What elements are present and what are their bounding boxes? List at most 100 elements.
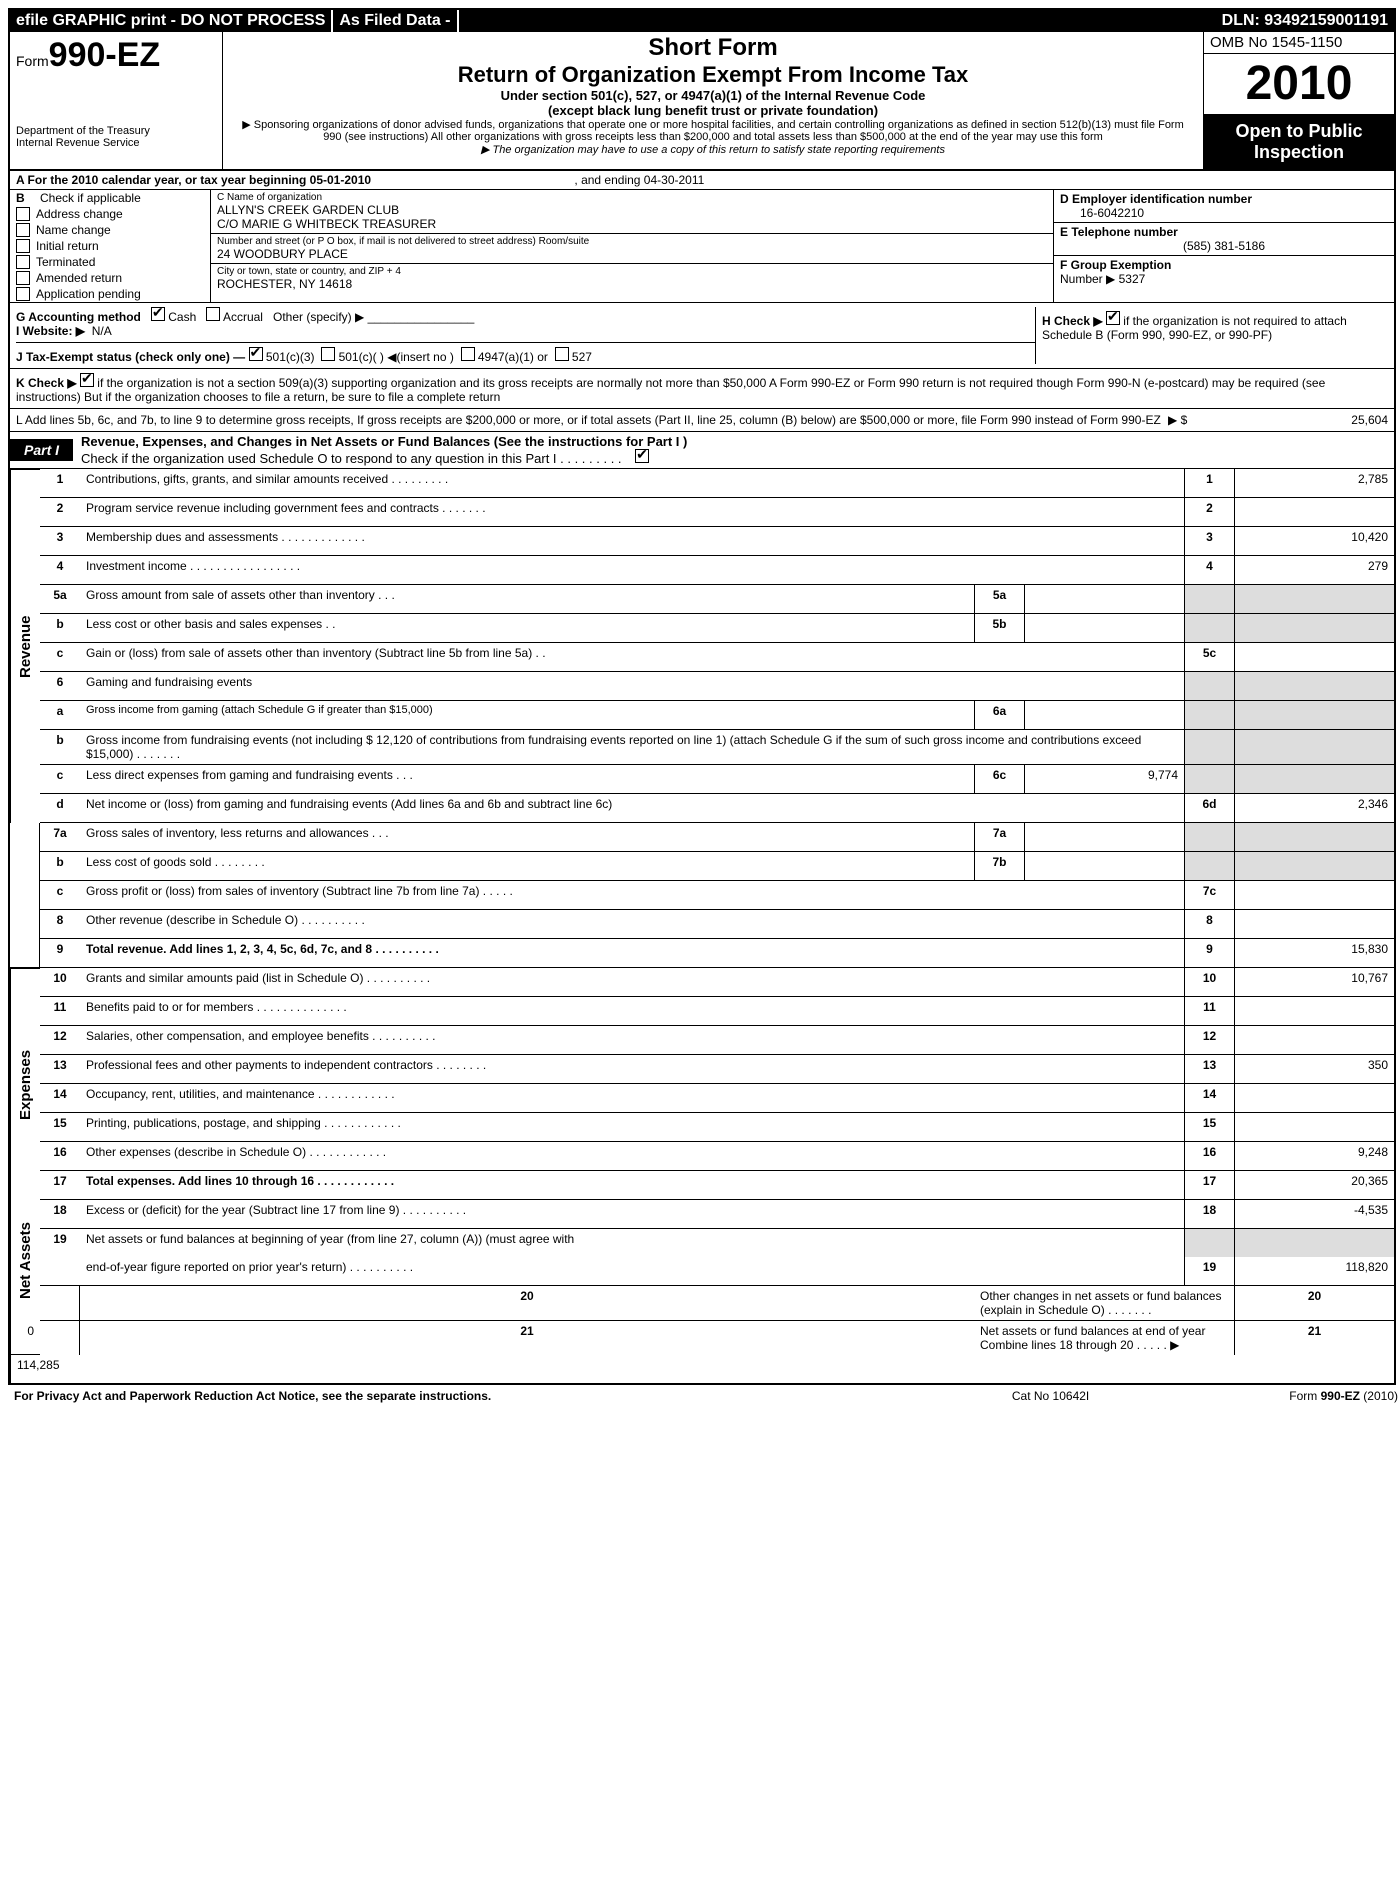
- desc-15: Printing, publications, postage, and shi…: [80, 1113, 1184, 1142]
- desc-6d: Net income or (loss) from gaming and fun…: [80, 794, 1184, 823]
- side-na-cont2: [40, 1321, 80, 1355]
- box-3: 3: [1184, 527, 1234, 556]
- box-20: 20: [1234, 1286, 1394, 1321]
- desc-3: Membership dues and assessments . . . . …: [80, 527, 1184, 556]
- desc-14: Occupancy, rent, utilities, and maintena…: [80, 1084, 1184, 1113]
- note-1: ▶ Sponsoring organizations of donor advi…: [233, 118, 1193, 143]
- lbl-other: Other (specify) ▶: [273, 310, 364, 324]
- group-exemption: 5327: [1119, 272, 1146, 286]
- agency-1: Department of the Treasury: [16, 125, 216, 137]
- topbar: efile GRAPHIC print - DO NOT PROCESS As …: [10, 10, 1394, 32]
- part-1-check: Check if the organization used Schedule …: [81, 451, 622, 466]
- box-13: 13: [1184, 1055, 1234, 1084]
- val-3: 10,420: [1234, 527, 1394, 556]
- box-7a: 7a: [974, 823, 1024, 852]
- ln-6b: b: [40, 730, 80, 765]
- cb-501c[interactable]: [321, 347, 335, 361]
- lbl-527: 527: [572, 350, 592, 364]
- col-b-mid: C Name of organization ALLYN'S CREEK GAR…: [211, 190, 1053, 302]
- desc-9: Total revenue. Add lines 1, 2, 3, 4, 5c,…: [86, 942, 439, 956]
- lbl-address: Address change: [36, 207, 123, 221]
- box-12: 12: [1184, 1026, 1234, 1055]
- lbl-accrual: Accrual: [223, 310, 263, 324]
- box-2: 2: [1184, 498, 1234, 527]
- desc-17: Total expenses. Add lines 10 through 16 …: [86, 1174, 394, 1188]
- d-label: D Employer identification number: [1060, 192, 1252, 206]
- cb-cash[interactable]: [151, 307, 165, 321]
- form-title: Return of Organization Exempt From Incom…: [233, 62, 1193, 88]
- h-text: H Check ▶: [1042, 314, 1103, 328]
- shade-19: [1184, 1229, 1234, 1257]
- box-5b: 5b: [974, 614, 1024, 643]
- cb-name[interactable]: [16, 223, 30, 237]
- val-15: [1234, 1113, 1394, 1142]
- cb-terminated[interactable]: [16, 255, 30, 269]
- j-label: J Tax-Exempt status (check only one) —: [16, 350, 245, 364]
- shade-6b-v: [1234, 730, 1394, 765]
- box-8: 8: [1184, 910, 1234, 939]
- f-label: F Group Exemption: [1060, 258, 1171, 272]
- box-5c: 5c: [1184, 643, 1234, 672]
- val-7a: [1024, 823, 1184, 852]
- val-14: [1234, 1084, 1394, 1113]
- section-b: B Check if applicable Address change Nam…: [10, 190, 1394, 303]
- org-city: ROCHESTER, NY 14618: [217, 277, 1047, 291]
- cb-h[interactable]: [1106, 311, 1120, 325]
- desc-5b: Less cost or other basis and sales expen…: [80, 614, 974, 643]
- box-7b: 7b: [974, 852, 1024, 881]
- l-arrow: ▶ $: [1168, 413, 1228, 427]
- ln-17: 17: [40, 1171, 80, 1200]
- val-6a: [1024, 701, 1184, 730]
- cb-501c3[interactable]: [249, 347, 263, 361]
- cb-4947[interactable]: [461, 347, 475, 361]
- desc-6: Gaming and fundraising events: [80, 672, 1184, 701]
- ln-7a: 7a: [40, 823, 80, 852]
- desc-1: Contributions, gifts, grants, and simila…: [80, 469, 1184, 498]
- ln-7b: b: [40, 852, 80, 881]
- ln-5a: 5a: [40, 585, 80, 614]
- side-rev-cont: [10, 823, 40, 968]
- desc-2: Program service revenue including govern…: [80, 498, 1184, 527]
- footer-left: For Privacy Act and Paperwork Reduction …: [14, 1389, 1012, 1403]
- form-no: 990-EZ: [49, 36, 161, 74]
- cb-initial[interactable]: [16, 239, 30, 253]
- shade-7b: [1184, 852, 1234, 881]
- lbl-amended: Amended return: [36, 271, 122, 285]
- cb-k[interactable]: [80, 373, 94, 387]
- footer-right: Form 990-EZ (2010): [1289, 1389, 1398, 1403]
- val-6c: 9,774: [1024, 765, 1184, 794]
- phone: (585) 381-5186: [1060, 239, 1388, 253]
- e-label: E Telephone number: [1060, 225, 1178, 239]
- cb-527[interactable]: [555, 347, 569, 361]
- val-6d: 2,346: [1234, 794, 1394, 823]
- cb-accrual[interactable]: [206, 307, 220, 321]
- ln-1: 1: [40, 469, 80, 498]
- omb-no: OMB No 1545-1150: [1204, 32, 1394, 54]
- part-1-title-wrap: Revenue, Expenses, and Changes in Net As…: [73, 432, 695, 468]
- i-label: I Website: ▶: [16, 324, 85, 338]
- lbl-501c3: 501(c)(3): [266, 350, 315, 364]
- cb-amended[interactable]: [16, 271, 30, 285]
- val-19: 118,820: [1234, 1257, 1394, 1286]
- ln-19: 19: [40, 1229, 80, 1286]
- val-13: 350: [1234, 1055, 1394, 1084]
- ln-5c: c: [40, 643, 80, 672]
- val-11: [1234, 997, 1394, 1026]
- part-1-title: Revenue, Expenses, and Changes in Net As…: [81, 434, 687, 449]
- line-l: L Add lines 5b, 6c, and 7b, to line 9 to…: [10, 409, 1394, 432]
- desc-18: Excess or (deficit) for the year (Subtra…: [80, 1200, 1184, 1229]
- ln-9: 9: [40, 939, 80, 968]
- shade-5a: [1184, 585, 1234, 614]
- cb-address[interactable]: [16, 207, 30, 221]
- city-label: City or town, state or country, and ZIP …: [217, 266, 1047, 277]
- cb-pending[interactable]: [16, 287, 30, 301]
- ln-14: 14: [40, 1084, 80, 1113]
- box-6d: 6d: [1184, 794, 1234, 823]
- cb-sched-o[interactable]: [635, 449, 649, 463]
- line-g-i: G Accounting method Cash Accrual Other (…: [10, 303, 1394, 369]
- ln-10: 10: [40, 968, 80, 997]
- shade-7a-v: [1234, 823, 1394, 852]
- col-b-right: D Employer identification number 16-6042…: [1053, 190, 1394, 302]
- desc-20: Other changes in net assets or fund bala…: [974, 1286, 1234, 1321]
- desc-19b: end-of-year figure reported on prior yea…: [80, 1257, 1184, 1286]
